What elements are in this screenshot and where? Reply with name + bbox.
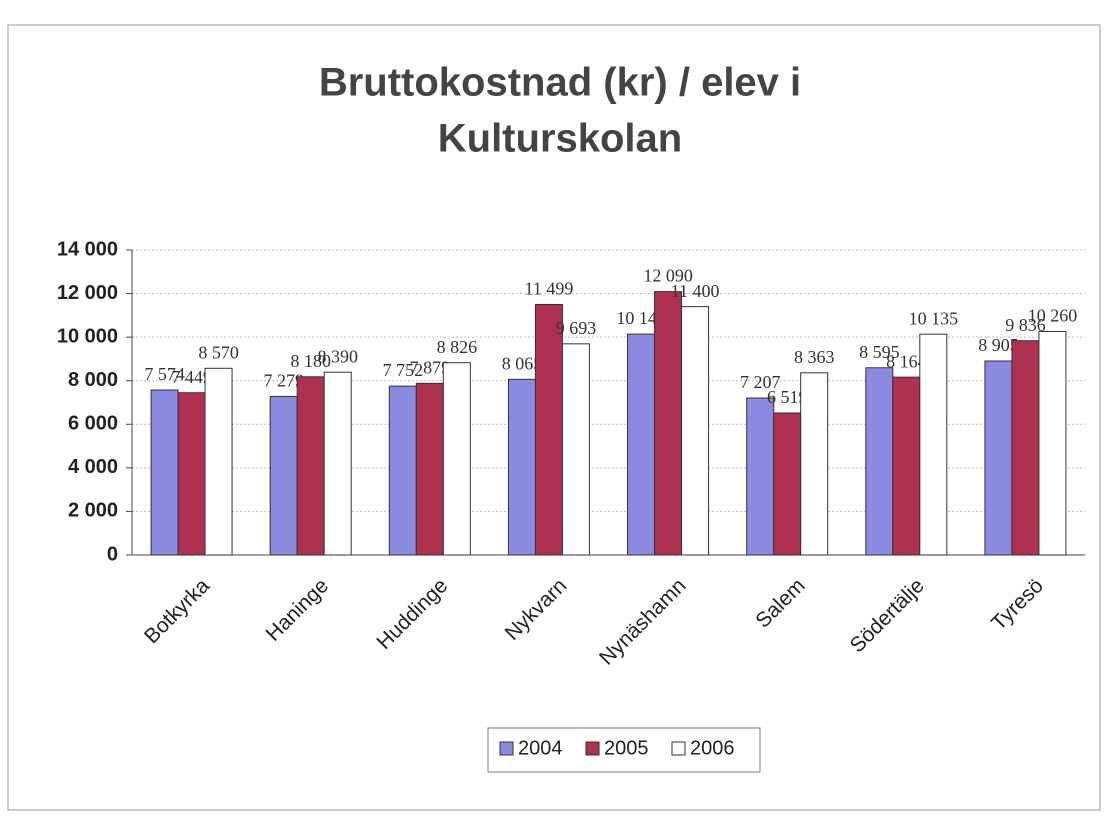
value-label: 8 905 bbox=[978, 335, 1019, 355]
value-label: 8 570 bbox=[198, 342, 239, 362]
legend-label: 2006 bbox=[690, 737, 735, 759]
value-label: 7 752 bbox=[383, 360, 424, 380]
bar bbox=[746, 397, 775, 556]
y-tick-label: 14 000 bbox=[57, 238, 118, 260]
legend-swatch bbox=[671, 741, 686, 756]
value-label: 11 400 bbox=[671, 281, 720, 301]
bar bbox=[892, 376, 921, 556]
x-tick-label: Botkyrka bbox=[140, 574, 214, 648]
value-label: 8 363 bbox=[794, 347, 835, 367]
value-label: 7 207 bbox=[740, 372, 781, 392]
value-label: 6 519 bbox=[767, 387, 808, 407]
value-label: 8 595 bbox=[859, 342, 900, 362]
y-tick-label: 8 000 bbox=[68, 369, 118, 391]
bar bbox=[627, 333, 656, 556]
value-label: 8 390 bbox=[317, 346, 358, 366]
y-tick-label: 10 000 bbox=[57, 325, 118, 347]
bar bbox=[442, 362, 471, 556]
y-tick-label: 0 bbox=[107, 543, 118, 565]
bar bbox=[507, 378, 536, 556]
legend-box bbox=[487, 727, 761, 773]
bar bbox=[269, 395, 298, 556]
y-tick-label: 2 000 bbox=[68, 500, 118, 522]
bar bbox=[773, 412, 802, 556]
x-tick-label: Nynäshamn bbox=[595, 574, 691, 670]
bar bbox=[681, 306, 710, 556]
bar bbox=[296, 376, 325, 556]
y-tick-label: 4 000 bbox=[68, 456, 118, 478]
bar bbox=[1011, 340, 1040, 556]
value-label: 9 693 bbox=[556, 318, 597, 338]
value-label: 8 180 bbox=[290, 351, 331, 371]
value-label: 7 574 bbox=[144, 364, 185, 384]
bar bbox=[800, 372, 829, 556]
bar bbox=[177, 392, 206, 556]
value-label: 9 836 bbox=[1005, 315, 1046, 335]
bar bbox=[150, 389, 179, 556]
value-label: 10 140 bbox=[616, 308, 666, 328]
y-tick-label: 6 000 bbox=[68, 413, 118, 435]
chart-title: Bruttokostnad (kr) / elev i bbox=[319, 61, 801, 105]
chart-title: Kulturskolan bbox=[438, 117, 682, 161]
bar bbox=[534, 303, 563, 556]
value-label: 10 260 bbox=[1028, 306, 1078, 326]
x-tick-label: Nykvarn bbox=[501, 574, 572, 645]
legend-swatch bbox=[499, 741, 514, 756]
y-tick-label: 12 000 bbox=[57, 282, 118, 304]
value-label: 7 879 bbox=[410, 357, 451, 377]
x-tick-label: Södertälje bbox=[846, 574, 929, 657]
bar bbox=[654, 291, 683, 556]
bar bbox=[415, 382, 444, 556]
value-label: 10 135 bbox=[909, 308, 959, 328]
value-label: 8 065 bbox=[502, 353, 543, 373]
x-tick-label: Tyresö bbox=[987, 574, 1048, 635]
bar bbox=[1038, 330, 1067, 556]
bar bbox=[388, 385, 417, 556]
value-label: 7 279 bbox=[263, 371, 304, 391]
frame bbox=[7, 24, 1101, 811]
x-tick-label: Haninge bbox=[262, 574, 334, 646]
bar bbox=[204, 367, 233, 556]
bar bbox=[323, 371, 352, 556]
bar bbox=[561, 343, 590, 556]
legend-swatch bbox=[585, 741, 600, 756]
value-label: 8 826 bbox=[437, 337, 478, 357]
bar bbox=[865, 367, 894, 556]
value-label: 11 499 bbox=[525, 279, 574, 299]
value-label: 7 449 bbox=[171, 367, 212, 387]
value-label: 12 090 bbox=[643, 266, 693, 286]
bar bbox=[984, 360, 1013, 556]
legend-label: 2004 bbox=[518, 737, 563, 759]
x-tick-label: Salem bbox=[751, 574, 809, 632]
bar bbox=[919, 333, 948, 556]
value-label: 8 164 bbox=[886, 351, 927, 371]
legend-label: 2005 bbox=[604, 737, 649, 759]
x-tick-label: Huddinge bbox=[372, 574, 452, 654]
legend: 2004 2005 2006 bbox=[487, 727, 761, 773]
